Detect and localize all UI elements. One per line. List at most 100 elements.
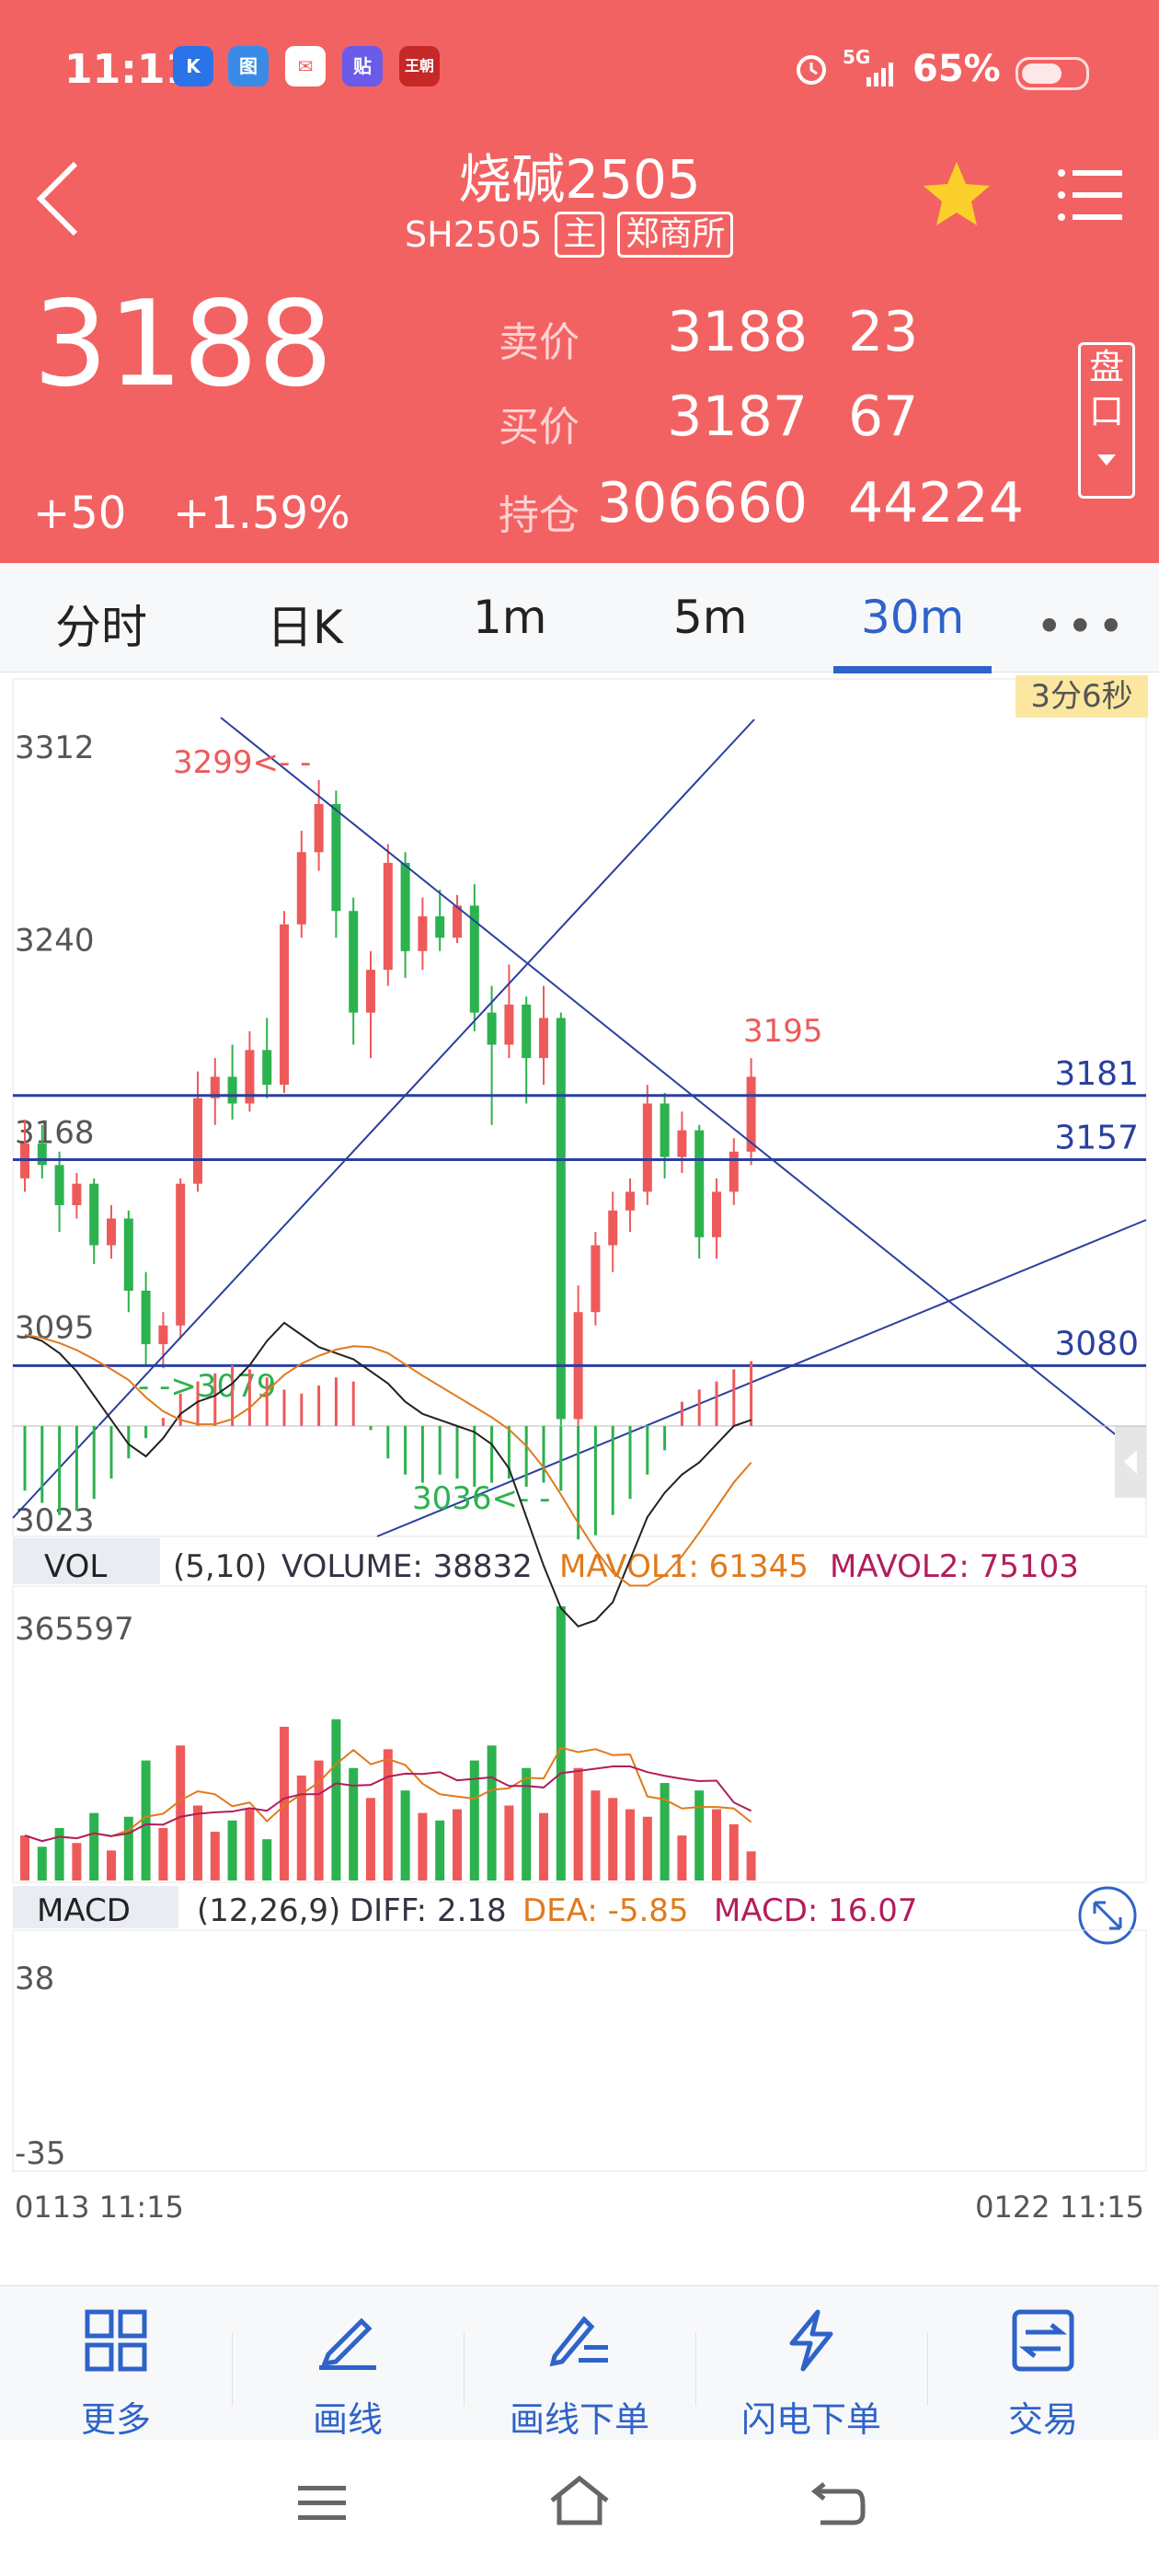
chart-area[interactable]: 3312 3240 3168 3095 3023 3181 3157 3080 3299<- -…: [0, 672, 1159, 2282]
macd-value: MACD: 16.07: [714, 1892, 918, 1929]
mavol1-line: [24, 1746, 752, 1843]
volume-bar: [712, 1809, 721, 1880]
app-icon-wangchao: 王朝: [399, 46, 440, 86]
more-button[interactable]: 更多: [0, 2286, 232, 2441]
divider: [695, 2332, 696, 2406]
volume-bar: [453, 1809, 462, 1880]
volume-bar: [608, 1798, 618, 1880]
order-book-label-2: 口: [1088, 391, 1124, 431]
macd-label-box: [13, 1886, 178, 1928]
home-icon[interactable]: [546, 2473, 613, 2528]
volume-bar: [176, 1745, 186, 1880]
app-icon-tie: 贴: [342, 46, 383, 86]
tab-5m[interactable]: 5m: [673, 591, 748, 644]
volume-bar: [54, 1827, 64, 1880]
exchange-tag: 郑商所: [617, 212, 734, 258]
candle-body: [642, 1103, 652, 1192]
main-contract-tag: 主: [555, 212, 605, 258]
dea-line: [24, 1334, 752, 1587]
candle-body: [746, 1076, 756, 1152]
volume-bar: [123, 1816, 133, 1880]
favorite-star-icon[interactable]: [920, 158, 993, 232]
system-navigation-bar: [0, 2440, 1159, 2576]
network-type: 5G: [843, 46, 871, 68]
back-nav-icon[interactable]: [809, 2477, 868, 2528]
volume-bar: [158, 1827, 168, 1880]
volume-bar: [89, 1812, 99, 1880]
tab-30m[interactable]: 30m: [861, 591, 965, 644]
candle-body: [296, 852, 306, 925]
support-line-3157-label: 3157: [1054, 1120, 1139, 1157]
tab-1m[interactable]: 1m: [473, 591, 547, 644]
volume-bar: [331, 1719, 341, 1880]
more-label: 更多: [80, 2399, 151, 2440]
divider: [232, 2332, 233, 2406]
status-time: 11:11: [64, 46, 194, 93]
tab-daily-k[interactable]: 日K: [267, 601, 343, 654]
candle-body: [349, 911, 359, 1013]
candle-body: [383, 862, 393, 971]
volume-bar: [677, 1835, 687, 1880]
candle-body: [366, 970, 375, 1013]
volume-bar: [418, 1812, 428, 1880]
candle-body: [625, 1191, 635, 1211]
pencil-icon: [319, 2317, 376, 2370]
app-icon-mail: ✉: [285, 46, 326, 86]
trade-button[interactable]: 交易: [927, 2286, 1159, 2441]
draw-line-button[interactable]: 画线: [232, 2286, 464, 2441]
candle-body: [176, 1183, 186, 1326]
volume-bar: [694, 1790, 705, 1880]
recent-apps-icon[interactable]: [294, 2480, 350, 2526]
draw-line-order-button[interactable]: 画线下单: [464, 2286, 695, 2441]
trendline-descending: [220, 717, 1147, 1460]
candle-body: [280, 924, 289, 1086]
period-tabs: 分时 日K 1m 5m 30m •••: [0, 563, 1159, 673]
diff-value: DIFF: 2.18: [350, 1892, 507, 1929]
candle-body: [89, 1183, 99, 1246]
exchange-icon: [1012, 2309, 1074, 2372]
volume-bar: [556, 1606, 566, 1880]
bid-label: 买价: [499, 404, 580, 451]
bid-volume: 67: [848, 385, 919, 449]
time-axis-end: 0122 11:15: [975, 2190, 1144, 2225]
lightning-icon: [789, 2309, 833, 2372]
candle-body: [591, 1245, 601, 1313]
price-axis-label: 3240: [15, 922, 95, 959]
ask-price: 3188: [667, 300, 808, 364]
menu-icon[interactable]: [1056, 166, 1122, 224]
mavol2-value: MAVOL2: 75103: [830, 1548, 1079, 1585]
grid-icon: [85, 2309, 147, 2372]
candle-body: [123, 1218, 133, 1291]
candle-body: [694, 1130, 705, 1237]
battery-icon: [1016, 57, 1089, 90]
battery-text: 65%: [912, 48, 1001, 90]
candle-body: [245, 1050, 255, 1104]
candle-body: [54, 1165, 64, 1205]
volume-bar: [660, 1783, 670, 1880]
candle-body: [660, 1103, 670, 1157]
volume-bar: [469, 1760, 479, 1880]
candle-body: [469, 905, 479, 1013]
signal-icon: [866, 63, 893, 86]
volume-bar: [435, 1820, 445, 1880]
volume-bar: [245, 1809, 255, 1880]
mavol2-line: [24, 1765, 752, 1843]
volume-bar: [72, 1843, 82, 1880]
candle-body: [435, 916, 445, 938]
vol-params: (5,10): [173, 1548, 267, 1585]
back-icon[interactable]: [28, 156, 92, 239]
candle-body: [37, 1144, 47, 1166]
tab-time-share[interactable]: 分时: [55, 601, 147, 654]
resistance-line-3181-label: 3181: [1054, 1055, 1139, 1093]
macd-panel-frame: [12, 1929, 1147, 2172]
open-interest: 306660: [596, 471, 808, 535]
more-periods-icon[interactable]: •••: [1036, 600, 1129, 653]
volume-bar: [107, 1850, 116, 1880]
divider: [464, 2332, 465, 2406]
last-price: 3188: [33, 276, 333, 413]
draw-line-label: 画线: [312, 2399, 383, 2440]
order-book-button[interactable]: 盘 口: [1078, 342, 1135, 499]
app-icon-map: 图: [228, 46, 269, 86]
flash-order-button[interactable]: 闪电下单: [695, 2286, 927, 2441]
